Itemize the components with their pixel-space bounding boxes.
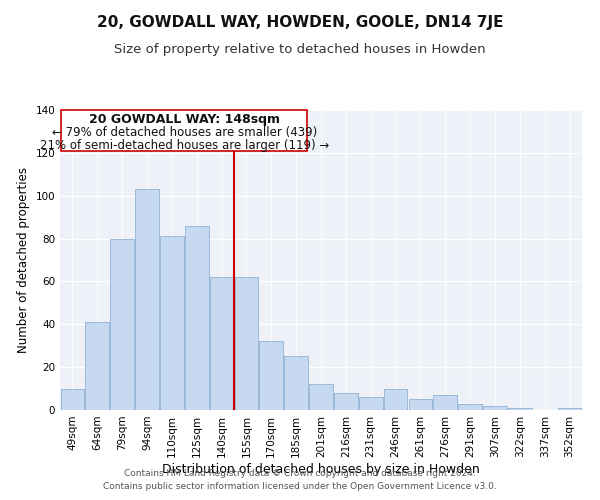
Bar bbox=[384, 388, 407, 410]
Bar bbox=[259, 342, 283, 410]
FancyBboxPatch shape bbox=[61, 110, 307, 150]
Bar bbox=[61, 388, 84, 410]
Bar bbox=[458, 404, 482, 410]
Text: Contains public sector information licensed under the Open Government Licence v3: Contains public sector information licen… bbox=[103, 482, 497, 491]
Bar bbox=[309, 384, 333, 410]
Text: 20 GOWDALL WAY: 148sqm: 20 GOWDALL WAY: 148sqm bbox=[89, 113, 280, 126]
Text: Size of property relative to detached houses in Howden: Size of property relative to detached ho… bbox=[114, 42, 486, 56]
Bar bbox=[135, 190, 159, 410]
Text: ← 79% of detached houses are smaller (439): ← 79% of detached houses are smaller (43… bbox=[52, 126, 317, 139]
Bar bbox=[85, 322, 109, 410]
Bar bbox=[508, 408, 532, 410]
Bar bbox=[284, 356, 308, 410]
Bar bbox=[359, 397, 383, 410]
Bar bbox=[558, 408, 581, 410]
Bar bbox=[185, 226, 209, 410]
Bar bbox=[409, 400, 432, 410]
Bar bbox=[110, 238, 134, 410]
Text: Contains HM Land Registry data © Crown copyright and database right 2024.: Contains HM Land Registry data © Crown c… bbox=[124, 468, 476, 477]
Y-axis label: Number of detached properties: Number of detached properties bbox=[17, 167, 30, 353]
Bar bbox=[334, 393, 358, 410]
Bar bbox=[235, 277, 258, 410]
Text: 21% of semi-detached houses are larger (119) →: 21% of semi-detached houses are larger (… bbox=[40, 138, 329, 151]
Bar bbox=[160, 236, 184, 410]
X-axis label: Distribution of detached houses by size in Howden: Distribution of detached houses by size … bbox=[162, 462, 480, 475]
Bar bbox=[210, 277, 233, 410]
Bar bbox=[483, 406, 507, 410]
Text: 20, GOWDALL WAY, HOWDEN, GOOLE, DN14 7JE: 20, GOWDALL WAY, HOWDEN, GOOLE, DN14 7JE bbox=[97, 15, 503, 30]
Bar bbox=[433, 395, 457, 410]
